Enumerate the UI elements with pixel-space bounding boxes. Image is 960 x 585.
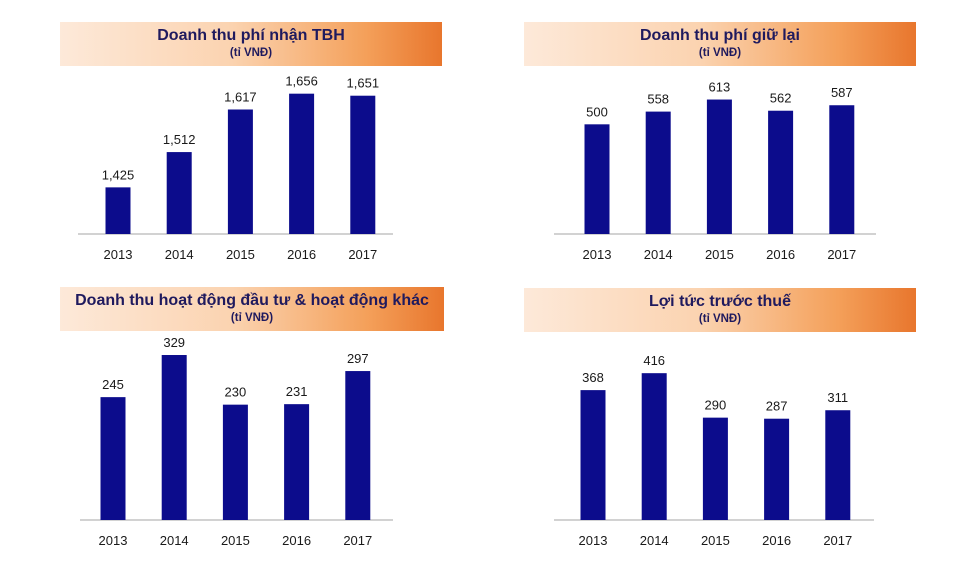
chart-unit: (tỉ VNĐ): [230, 312, 274, 324]
data-label: 231: [286, 384, 308, 399]
data-label: 368: [582, 370, 604, 385]
bar-2015: [222, 404, 248, 520]
x-tick-label: 2013: [99, 533, 128, 548]
x-tick-label: 2017: [827, 247, 856, 262]
data-label: 587: [831, 85, 853, 100]
bar-2017: [345, 371, 371, 520]
bar-2016: [764, 418, 790, 520]
chart-header: Lợi tức trước thuế (tỉ VNĐ): [524, 288, 916, 332]
x-tick-label: 2016: [287, 247, 316, 262]
bar-2014: [166, 152, 192, 234]
data-label: 1,617: [224, 89, 257, 104]
data-label: 1,425: [102, 167, 135, 182]
bar-2016: [289, 93, 315, 234]
data-label: 416: [643, 353, 665, 368]
x-tick-label: 2015: [226, 247, 255, 262]
chart-header: Doanh thu phí nhận TBH (tỉ VNĐ): [60, 22, 442, 66]
x-tick-label: 2017: [823, 533, 852, 548]
bar-chart: 245 2013 329 2014 230 2015 231 2016 297 2017: [80, 335, 393, 548]
data-label: 230: [225, 385, 247, 400]
data-label: 1,651: [347, 76, 380, 91]
bar-chart: 500 2013 558 2014 613 2015 562 2016 587 2017: [554, 80, 876, 262]
bar-2013: [105, 187, 131, 234]
x-tick-label: 2014: [165, 247, 194, 262]
bar-2013: [580, 390, 606, 520]
bar-2014: [641, 373, 667, 520]
x-tick-label: 2015: [705, 247, 734, 262]
x-tick-label: 2015: [221, 533, 250, 548]
chart-unit: (tỉ VNĐ): [698, 47, 742, 59]
bar-2015: [227, 109, 253, 234]
x-tick-label: 2016: [282, 533, 311, 548]
chart-title: Doanh thu phí nhận TBH: [157, 27, 345, 44]
bar-2017: [825, 410, 851, 520]
chart-title: Doanh thu hoạt động đầu tư & hoạt động k…: [75, 292, 429, 309]
bar-2015: [706, 99, 732, 234]
chart-unit: (tỉ VNĐ): [229, 47, 273, 59]
x-tick-label: 2017: [348, 247, 377, 262]
bar-2017: [829, 105, 855, 234]
chart-title: Doanh thu phí giữ lại: [639, 27, 800, 44]
x-tick-label: 2014: [160, 533, 189, 548]
x-tick-label: 2014: [644, 247, 673, 262]
bar-2015: [702, 417, 728, 520]
x-tick-label: 2015: [701, 533, 730, 548]
x-tick-label: 2017: [343, 533, 372, 548]
x-tick-label: 2014: [640, 533, 669, 548]
data-label: 290: [705, 398, 727, 413]
bar-2014: [161, 355, 187, 520]
data-label: 500: [586, 104, 608, 119]
chart-header: Doanh thu hoạt động đầu tư & hoạt động k…: [60, 287, 444, 331]
chart-unit: (tỉ VNĐ): [698, 313, 742, 325]
bar-2017: [350, 95, 376, 234]
bar-2016: [768, 110, 794, 234]
data-label: 311: [827, 390, 848, 405]
bar-2013: [100, 397, 126, 520]
chart-header: Doanh thu phí giữ lại (tỉ VNĐ): [524, 22, 916, 66]
data-label: 1,512: [163, 132, 196, 147]
x-tick-label: 2016: [762, 533, 791, 548]
x-tick-label: 2016: [766, 247, 795, 262]
data-label: 297: [347, 351, 369, 366]
data-label: 1,656: [285, 74, 318, 89]
bar-chart: 1,425 2013 1,512 2014 1,617 2015 1,656 2016 1,65…: [78, 74, 393, 262]
data-label: 613: [709, 80, 731, 95]
bar-2016: [284, 404, 310, 520]
bar-2013: [584, 124, 610, 234]
data-label: 245: [102, 377, 124, 392]
bar-chart: 368 2013 416 2014 290 2015 287 2016 311 2017: [554, 353, 874, 548]
data-label: 558: [647, 92, 669, 107]
data-label: 287: [766, 399, 788, 414]
x-tick-label: 2013: [104, 247, 133, 262]
chart-title: Lợi tức trước thuế: [649, 293, 791, 310]
x-tick-label: 2013: [579, 533, 608, 548]
bar-2014: [645, 111, 671, 234]
data-label: 562: [770, 91, 792, 106]
data-label: 329: [163, 335, 185, 350]
x-tick-label: 2013: [583, 247, 612, 262]
